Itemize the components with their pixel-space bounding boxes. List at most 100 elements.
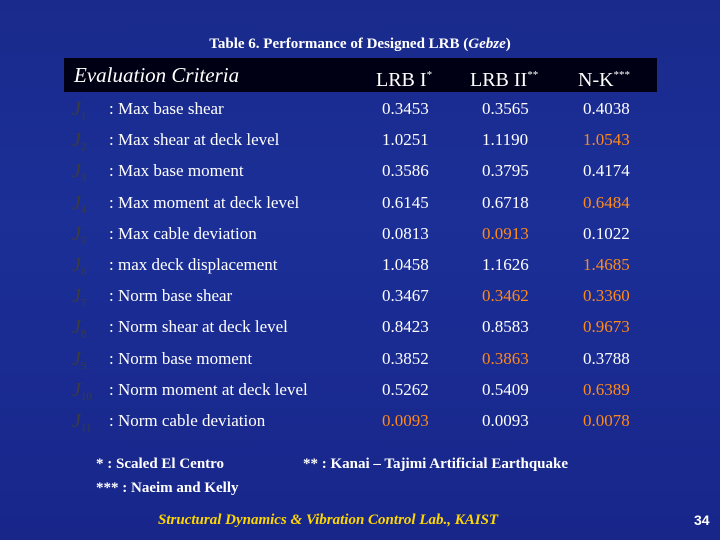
title-prefix: Table 6. Performance of Designed LRB ( bbox=[209, 36, 469, 52]
criterion-label: : Max base shear bbox=[109, 99, 224, 118]
criterion-label: : Norm cable deviation bbox=[109, 411, 266, 430]
note-kanai-tajimi: ** : Kanai – Tajimi Artificial Earthquak… bbox=[303, 456, 569, 472]
criterion-symbol-letter: J bbox=[72, 316, 81, 338]
value-cell-v3: 0.4174 bbox=[583, 161, 630, 180]
value-cell-v1: 0.5262 bbox=[382, 380, 429, 399]
criterion-label: : Max cable deviation bbox=[109, 224, 257, 243]
criterion-symbol: J9 bbox=[72, 346, 86, 379]
table-row: J6: max deck displacement 1.0458 1.1626 1.4… bbox=[0, 252, 720, 278]
value-cell-v2: 0.3565 bbox=[482, 99, 529, 118]
criterion-symbol: J6 bbox=[72, 252, 86, 285]
criterion-symbol-index: 6 bbox=[80, 266, 87, 278]
criterion-label: : Norm base moment bbox=[109, 349, 253, 368]
criterion-symbol-letter: J bbox=[72, 348, 81, 370]
criterion-label: : Norm shear at deck level bbox=[109, 317, 288, 336]
criterion-symbol-letter: J bbox=[72, 223, 81, 245]
criterion-symbol-index: 1 bbox=[80, 110, 87, 122]
value-cell-v2: 1.1626 bbox=[482, 255, 529, 274]
criterion-symbol-index: 4 bbox=[80, 204, 87, 216]
value-cell-v3: 1.4685 bbox=[583, 255, 630, 274]
value-cell-v3: 1.0543 bbox=[583, 130, 630, 149]
note-scaled-el-centro: * : Scaled El Centro bbox=[96, 456, 225, 472]
criterion-symbol: J1 bbox=[72, 96, 86, 129]
value-cell-v3: 0.1022 bbox=[583, 224, 630, 243]
table-row: J10: Norm moment at deck level 0.5262 0.54… bbox=[0, 377, 720, 403]
header-nk-label: N-K bbox=[578, 69, 614, 91]
title-suffix: ) bbox=[505, 36, 511, 52]
table-row: J5: Max cable deviation 0.0813 0.0913 0.102… bbox=[0, 221, 720, 247]
value-cell-v1: 0.8423 bbox=[382, 317, 429, 336]
value-cell-v1: 1.0458 bbox=[382, 255, 429, 274]
criterion-symbol-letter: J bbox=[72, 192, 81, 214]
note-naeim-kelly: *** : Naeim and Kelly bbox=[96, 480, 239, 496]
criterion-symbol: J8 bbox=[72, 314, 86, 347]
criterion-symbol-index: 9 bbox=[80, 360, 87, 372]
criterion-symbol-letter: J bbox=[72, 98, 81, 120]
criterion-symbol-index: 2 bbox=[80, 141, 87, 153]
footer-lab-name: Structural Dynamics & Vibration Control … bbox=[158, 512, 499, 528]
criterion-symbol-index: 10 bbox=[80, 391, 92, 403]
value-cell-v1: 0.3586 bbox=[382, 161, 429, 180]
value-cell-v2: 0.8583 bbox=[482, 317, 529, 336]
value-cell-v3: 0.0078 bbox=[583, 411, 630, 430]
criterion-symbol: J7 bbox=[72, 283, 86, 316]
header-lrb-1-label: LRB I bbox=[376, 69, 427, 91]
criterion-symbol-letter: J bbox=[72, 285, 81, 307]
table-row: J8 : Norm shear at deck level 0.8423 0.8583… bbox=[0, 314, 720, 340]
table-row: J3 : Max base moment 0.3586 0.3795 0.4174 bbox=[0, 158, 720, 184]
value-cell-v1: 1.0251 bbox=[382, 130, 429, 149]
page-number: 34 bbox=[694, 512, 710, 528]
table-row: J7 : Norm base shear 0.3467 0.3462 0.3360 bbox=[0, 283, 720, 309]
value-cell-v3: 0.3788 bbox=[583, 349, 630, 368]
value-cell-v2: 0.6718 bbox=[482, 193, 529, 212]
table-row: J11: Norm cable deviation 0.0093 0.0093 0.0… bbox=[0, 408, 720, 434]
criterion-symbol-letter: J bbox=[72, 254, 81, 276]
value-cell-v3: 0.4038 bbox=[583, 99, 630, 118]
value-cell-v2: 0.0093 bbox=[482, 411, 529, 430]
value-cell-v3: 0.9673 bbox=[583, 317, 630, 336]
table-row: J2 : Max shear at deck level 1.0251 1.1190 1… bbox=[0, 127, 720, 153]
criterion-symbol-letter: J bbox=[72, 379, 81, 401]
value-cell-v1: 0.6145 bbox=[382, 193, 429, 212]
slide-title: Table 6. Performance of Designed LRB (Ge… bbox=[0, 36, 720, 53]
header-lrb-2-label: LRB II bbox=[470, 69, 528, 91]
header-lrb-2: LRB II** bbox=[470, 62, 538, 93]
criterion-symbol: J5 bbox=[72, 221, 86, 254]
criterion-symbol-letter: J bbox=[72, 160, 81, 182]
criterion-symbol-letter: J bbox=[72, 129, 81, 151]
criterion-symbol-index: 11 bbox=[80, 422, 92, 434]
criterion-label: : Max base moment bbox=[109, 161, 244, 180]
criterion-label: : Max shear at deck level bbox=[109, 130, 280, 149]
criterion-symbol: J3 bbox=[72, 158, 86, 191]
criterion-symbol-index: 8 bbox=[80, 328, 87, 340]
criterion-symbol: J2 bbox=[72, 127, 86, 160]
header-lrb-1: LRB I* bbox=[376, 62, 432, 93]
value-cell-v1: 0.0093 bbox=[382, 411, 429, 430]
value-cell-v1: 0.0813 bbox=[382, 224, 429, 243]
criterion-symbol: J4 bbox=[72, 190, 86, 223]
criterion-symbol: J11 bbox=[72, 408, 91, 441]
value-cell-v2: 0.3795 bbox=[482, 161, 529, 180]
criterion-label: : Norm base shear bbox=[109, 286, 233, 305]
value-cell-v3: 0.3360 bbox=[583, 286, 630, 305]
criterion-label: : Max moment at deck level bbox=[109, 193, 300, 212]
header-evaluation-criteria: Evaluation Criteria bbox=[74, 63, 240, 87]
table-row: J4 : Max moment at deck level 0.6145 0.6718… bbox=[0, 190, 720, 216]
value-cell-v1: 0.3467 bbox=[382, 286, 429, 305]
title-place: Gebze bbox=[468, 36, 506, 52]
header-lrb-1-sup: * bbox=[426, 69, 433, 81]
table-row: J9 : Norm base moment 0.3852 0.3863 0.3788 bbox=[0, 346, 720, 372]
value-cell-v2: 0.3462 bbox=[482, 286, 529, 305]
value-cell-v3: 0.6389 bbox=[583, 380, 630, 399]
value-cell-v2: 1.1190 bbox=[482, 130, 529, 149]
table-row: J1: Max base shear 0.3453 0.3565 0.4038 bbox=[0, 96, 720, 122]
value-cell-v2: 0.3863 bbox=[482, 349, 529, 368]
value-cell-v2: 0.5409 bbox=[482, 380, 529, 399]
criterion-symbol-index: 7 bbox=[80, 297, 87, 309]
value-cell-v1: 0.3852 bbox=[382, 349, 429, 368]
header-nk: N-K*** bbox=[578, 62, 630, 93]
criterion-symbol: J10 bbox=[72, 377, 92, 410]
header-nk-sup: *** bbox=[613, 69, 631, 81]
criterion-symbol-index: 3 bbox=[80, 172, 87, 184]
header-lrb-2-sup: ** bbox=[527, 69, 539, 81]
